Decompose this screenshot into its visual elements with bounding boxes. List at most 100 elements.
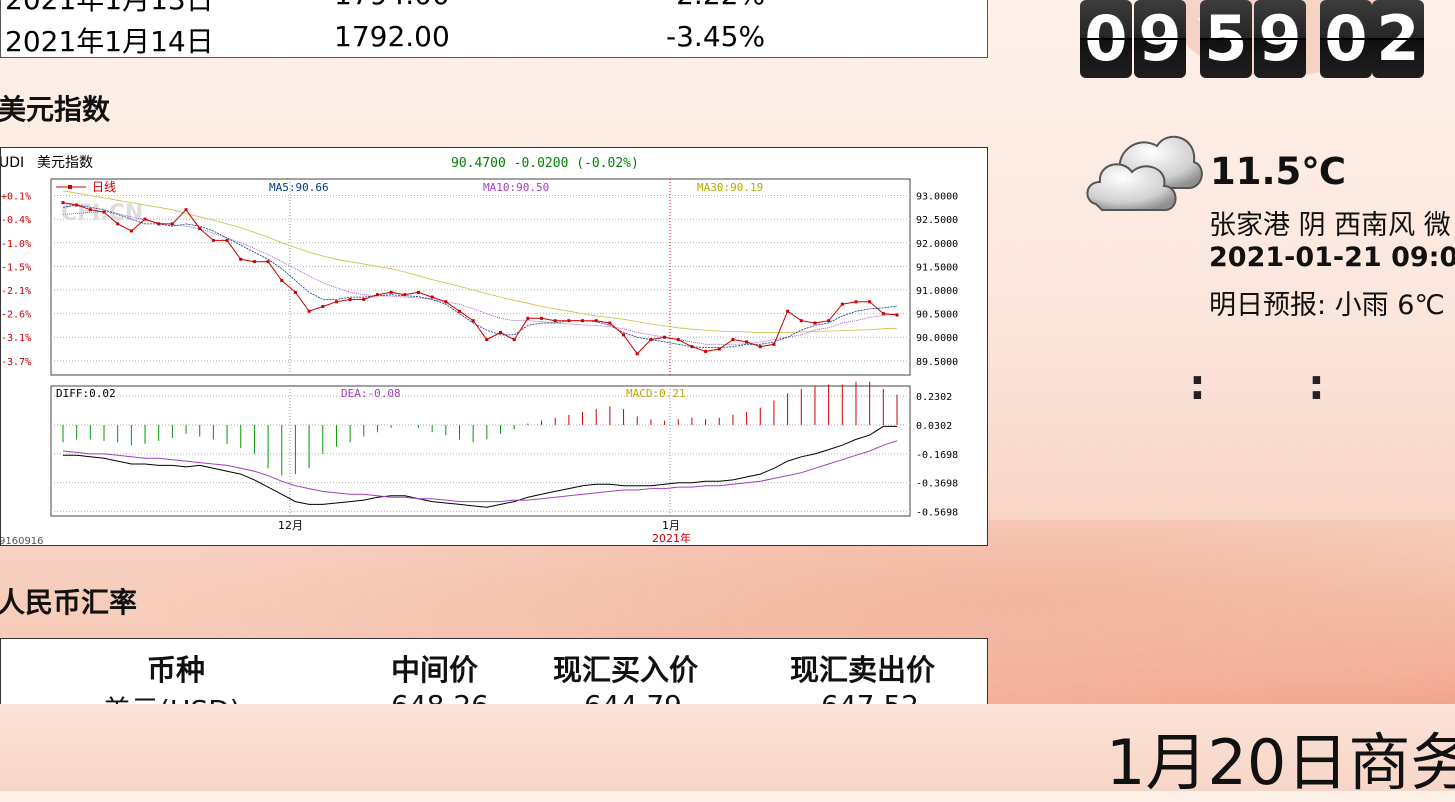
daily-point [663,335,667,339]
daily-point [649,338,653,342]
clock-digit: 0 [1320,0,1372,78]
daily-point [608,321,612,325]
left-code: 9160916 [1,536,44,547]
macd-line-DIFF [63,425,897,508]
watermark: CFI.CN [61,201,143,226]
daily-point [444,300,448,304]
daily-point [75,203,79,207]
daily-point [211,238,215,242]
daily-point [622,333,626,337]
daily-point [116,222,120,226]
daily-point [553,319,557,323]
clock-digit: 5 [1200,0,1252,78]
cell-currency: 美元(USD) [103,689,241,704]
macd-series [62,381,898,508]
temperature: 11.5℃ [1210,150,1347,193]
daily-point [895,313,899,317]
daily-point [512,338,516,342]
macd-tick: 0.2302 [916,392,952,403]
macd-tick: 0.0302 [916,421,952,432]
daily-point [540,316,544,320]
daily-point [88,208,92,212]
daily-point [786,309,790,313]
daily-point [157,222,161,226]
price-tick: 89.5000 [916,357,958,368]
macd-panel [50,385,911,517]
weather-location: 张家港 阴 西南风 微 [1209,210,1451,241]
chart-quote: 90.4700 -0.0200 (-0.02%) [451,156,639,171]
macd-tick: -0.1698 [916,450,958,461]
daily-point [690,345,694,349]
daily-point [471,319,475,323]
daily-point [321,305,325,309]
daily-point [293,290,297,294]
price-panel [50,178,911,376]
price-grid [51,195,910,362]
clock-digit: 2 [1372,0,1424,78]
clock-digit: 9 [1134,0,1186,78]
daily-point [799,319,803,323]
daily-point [170,222,174,226]
daily-point [280,279,284,283]
price-tick: 91.5000 [916,262,958,273]
daily-point [526,316,530,320]
price-axis: 93.0000 92.5000 92.0000 91.5000 91.0000 90.50… [916,192,958,368]
cell-sell-price: 647.52 [821,689,919,704]
pct-tick: -2.6% [1,310,31,321]
daily-point [61,201,65,205]
row-date: 2021年1月14日 [5,25,214,58]
daily-point [334,300,338,304]
daily-point [430,295,434,299]
pct-tick: -1.0% [1,239,31,250]
daily-point [416,290,420,294]
daily-point [704,349,708,353]
pct-tick: -2.1% [1,286,31,297]
header-currency: 币种 [147,653,206,687]
daily-point [813,321,817,325]
series-line-MA30 [62,190,898,333]
daily-point [485,338,489,342]
cloud-icon [1086,135,1203,211]
daily-point [266,260,270,264]
rmb-rate-title: 人民币汇率 [0,586,138,619]
daily-point [184,208,188,212]
daily-point [840,302,844,306]
ma30-label: MA30:90.19 [697,181,763,194]
rmb-rate-table: 币种 中间价 现汇买入价 现汇卖出价 美元(USD) 648.26 644.79… [0,638,988,704]
daily-point [307,309,311,313]
price-series [61,190,899,356]
clock-digit: 9 [1254,0,1306,78]
pct-tick: -3.1% [1,333,31,344]
pct-axis: +0.1% -0.4% -1.0% -1.5% -2.1% -2.6% -3.1% -3.7% [1,192,31,368]
daily-point [143,217,147,221]
clock-digit: 0 [1080,0,1132,78]
legend-daily-marker [68,185,72,189]
cell-mid-price: 648.26 [391,689,489,704]
daily-point [567,319,571,323]
price-tick: 92.0000 [916,239,958,250]
daily-point [717,347,721,351]
header-buy-price: 现汇买入价 [553,653,699,687]
macd-tick: -0.5698 [916,508,958,519]
pct-tick: +0.1% [1,192,31,203]
weather-forecast: 明日预报: 小雨 6℃ [1209,290,1445,321]
diff-label: DIFF:0.02 [56,387,116,400]
daily-point [881,312,885,316]
macd-grid [51,395,910,513]
cell-buy-price: 644.79 [584,689,682,704]
daily-point [731,338,735,342]
daily-point [102,210,106,214]
daily-point [827,319,831,323]
news-ticker-band [0,704,1455,791]
usd-index-title: 美元指数 [0,93,111,126]
daily-point [594,319,598,323]
daily-point [772,342,776,346]
daily-point [348,297,352,301]
daily-point [375,293,379,297]
daily-point [854,300,858,304]
series-line-MA5 [62,204,898,349]
x-label-year: 2021年 [652,531,691,545]
row-price: 1792.00 [334,20,450,53]
price-tick: 93.0000 [916,192,958,203]
daily-point [758,345,762,349]
